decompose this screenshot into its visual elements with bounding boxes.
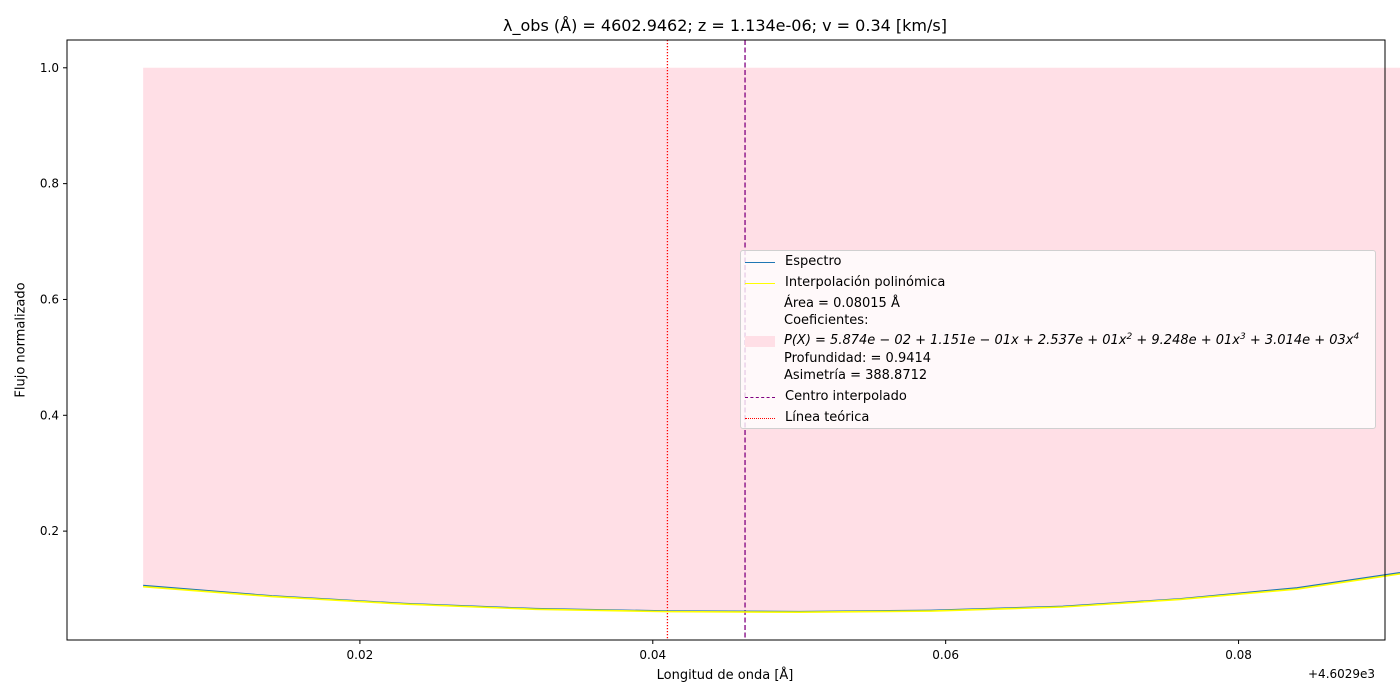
x-tick-label: 0.08 — [1225, 648, 1252, 662]
series-interpolacion — [143, 573, 1400, 614]
legend-asym: Asimetría = 388.8712 — [784, 367, 927, 385]
coef-title: Coeficientes: — [784, 313, 869, 328]
y-ticks: 0.2 0.4 0.6 0.8 1.0 — [40, 61, 67, 538]
legend-item-teorica: Línea teórica — [741, 409, 869, 427]
legend-handle-centro — [745, 391, 775, 403]
legend-item-polynomial: P(X) = 5.874e − 02 + 1.151e − 01x + 2.53… — [741, 332, 1359, 350]
legend-handle-teorica — [745, 412, 775, 424]
legend-item-interpolacion: Interpolación polinómica — [741, 274, 945, 292]
legend-depth: Profundidad: = 0.9414 — [784, 350, 931, 368]
y-axis-label: Flujo normalizado — [13, 282, 29, 398]
legend-handle-interpolacion — [745, 277, 775, 289]
y-tick-label: 0.8 — [40, 177, 59, 191]
asymmetry-value: Asimetría = 388.8712 — [784, 368, 928, 383]
legend-handle-fill — [745, 335, 775, 347]
x-ticks: 0.02 0.04 0.06 0.08 — [347, 640, 1252, 662]
legend-area-text: Área = 0.08015 Å — [784, 295, 900, 313]
legend: Espectro Interpolación polinómica Área =… — [740, 250, 1376, 429]
y-tick-label: 0.4 — [40, 408, 59, 422]
legend-label-espectro: Espectro — [785, 254, 842, 269]
series-layer — [143, 571, 1400, 614]
legend-item-centro: Centro interpolado — [741, 388, 907, 406]
x-tick-label: 0.02 — [347, 648, 374, 662]
depth-value: Profundidad: = 0.9414 — [784, 351, 932, 366]
x-axis-label: Longitud de onda [Å] — [656, 668, 794, 683]
x-tick-label: 0.06 — [932, 648, 959, 662]
polynomial-formula: P(X) = 5.874e − 02 + 1.151e − 01x + 2.53… — [784, 332, 1360, 349]
legend-label-centro: Centro interpolado — [785, 389, 907, 404]
y-tick-label: 0.2 — [40, 524, 59, 538]
axes-frame — [66, 39, 1386, 641]
chart-title: λ_obs (Å) = 4602.9462; z = 1.134e-06; v … — [503, 16, 947, 35]
x-axis-offset-label: +4.6029e3 — [1308, 667, 1376, 681]
area-value: Área = 0.08015 Å — [784, 296, 900, 311]
legend-label-interpolacion: Interpolación polinómica — [785, 275, 946, 290]
y-tick-label: 0.6 — [40, 292, 59, 306]
legend-label-teorica: Línea teórica — [785, 410, 870, 425]
legend-handle-espectro — [745, 256, 775, 268]
legend-coef-title: Coeficientes: — [784, 312, 868, 330]
y-tick-label: 1.0 — [40, 61, 59, 75]
x-tick-label: 0.04 — [639, 648, 666, 662]
legend-item-espectro: Espectro — [741, 253, 842, 271]
